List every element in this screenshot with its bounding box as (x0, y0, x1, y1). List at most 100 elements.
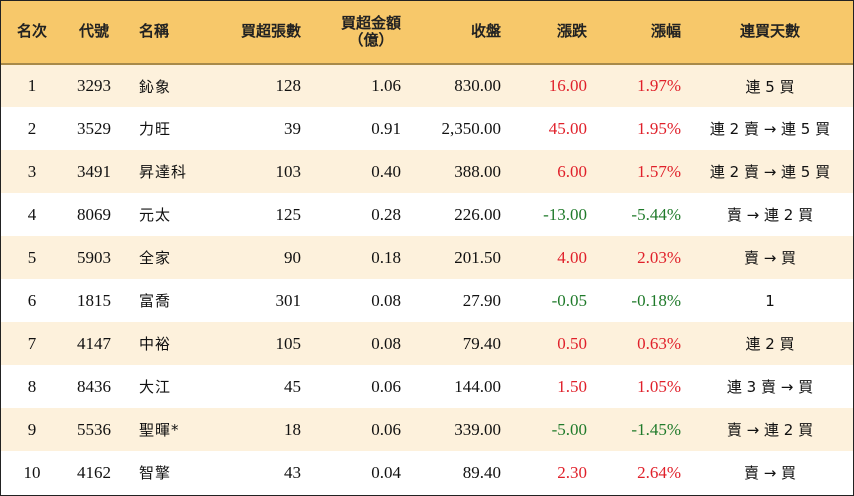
table-row: 7 4147 中裕 105 0.08 79.40 0.50 0.63% 連 2 買 (1, 322, 853, 365)
rank-cell: 3 (27, 161, 37, 181)
net-buy-amount-cell: 0.08 (371, 290, 401, 310)
code-cell: 8436 (77, 376, 111, 396)
header-net-buy-amount-line1: 買超金額 (340, 13, 401, 32)
net-buy-amount-cell: 0.06 (371, 376, 401, 396)
rank-cell: 1 (27, 76, 37, 95)
name-cell: 中裕 (139, 335, 172, 353)
change-cell: 1.50 (557, 376, 587, 396)
name-cell: 全家 (139, 249, 172, 267)
consecutive-days-cell: 賣 → 連 2 買 (726, 421, 814, 439)
header-change-label: 漲跌 (556, 22, 587, 41)
change-pct-cell: 1.05% (637, 376, 681, 396)
name-cell: 鈊象 (139, 77, 172, 96)
header-name: 名稱 (125, 1, 211, 65)
code-cell: 3293 (77, 76, 111, 95)
change-pct-cell: -0.18% (631, 290, 681, 310)
net-buy-amount-cell: 0.18 (371, 247, 401, 267)
net-buy-amount-cell: 0.40 (371, 161, 401, 181)
table-row: 10 4162 智擎 43 0.04 89.40 2.30 2.64% 賣 → 買 (1, 451, 853, 494)
consecutive-days-cell: 連 3 賣 → 買 (726, 378, 814, 396)
header-change-pct: 漲幅 (595, 1, 687, 65)
header-rank: 名次 (1, 1, 63, 65)
change-pct-cell: 0.63% (637, 333, 681, 353)
code-cell: 3529 (77, 118, 111, 138)
change-cell: 16.00 (548, 76, 587, 95)
name-cell: 富喬 (139, 292, 172, 310)
change-cell: 45.00 (548, 118, 587, 138)
code-cell: 5536 (77, 419, 111, 439)
header-change-pct-label: 漲幅 (650, 22, 681, 41)
consecutive-days-cell: 1 (765, 291, 775, 310)
close-cell: 144.00 (454, 376, 501, 396)
change-cell: 2.30 (557, 462, 587, 482)
table-row: 5 5903 全家 90 0.18 201.50 4.00 2.03% 賣 → 買 (1, 236, 853, 279)
close-cell: 201.50 (454, 247, 501, 267)
close-cell: 79.40 (462, 333, 501, 353)
name-cell: 昇達科 (139, 163, 188, 181)
name-cell: 力旺 (139, 120, 172, 138)
rank-cell: 6 (27, 290, 37, 310)
header-net-buy-amount: 買超金額 （億） (307, 1, 411, 65)
net-buy-lots-cell: 45 (284, 376, 301, 396)
change-cell: 6.00 (557, 161, 587, 181)
net-buy-lots-cell: 128 (275, 76, 302, 95)
change-cell: -5.00 (551, 419, 587, 439)
change-cell: 0.50 (557, 333, 587, 353)
net-buy-amount-cell: 0.08 (371, 333, 401, 353)
change-pct-cell: -5.44% (631, 204, 681, 224)
table-row: 8 8436 大江 45 0.06 144.00 1.50 1.05% 連 3 賣 → 買 (1, 365, 853, 408)
rank-cell: 10 (23, 462, 41, 482)
table-body: 1 3293 鈊象 128 1.06 830.00 16.00 1.97% 連 5 買 2 3529… (1, 64, 853, 494)
net-buy-lots-cell: 125 (275, 204, 302, 224)
rank-cell: 5 (27, 247, 37, 267)
net-buy-lots-cell: 39 (284, 118, 301, 138)
consecutive-days-cell: 連 2 買 (745, 335, 795, 353)
net-buy-lots-cell: 43 (284, 462, 301, 482)
consecutive-days-cell: 連 2 賣 → 連 5 買 (709, 163, 831, 181)
table-row: 2 3529 力旺 39 0.91 2,350.00 45.00 1.95% 連 2 賣 → 連… (1, 107, 853, 150)
change-pct-cell: 1.95% (637, 118, 681, 138)
table-row: 3 3491 昇達科 103 0.40 388.00 6.00 1.57% 連 2 賣 → 連 … (1, 150, 853, 193)
rank-cell: 9 (27, 419, 37, 439)
net-buy-lots-cell: 301 (275, 290, 302, 310)
name-cell: 聖暉* (139, 421, 180, 439)
table-row: 4 8069 元太 125 0.28 226.00 -13.00 -5.44% 賣 → 連 2 … (1, 193, 853, 236)
change-cell: 4.00 (557, 247, 587, 267)
close-cell: 388.00 (454, 161, 501, 181)
header-name-label: 名稱 (139, 22, 170, 41)
header-net-buy-lots-label: 買超張數 (240, 22, 301, 41)
net-buy-lots-cell: 105 (275, 333, 302, 353)
close-cell: 339.00 (454, 419, 501, 439)
net-buy-amount-cell: 0.91 (371, 118, 401, 138)
table-row: 6 1815 富喬 301 0.08 27.90 -0.05 -0.18% 1 (1, 279, 853, 322)
consecutive-days-cell: 賣 → 買 (743, 464, 797, 482)
net-buy-lots-cell: 90 (284, 247, 301, 267)
code-cell: 5903 (77, 247, 111, 267)
consecutive-days-cell: 賣 → 連 2 買 (726, 206, 814, 224)
header-code: 代號 (63, 1, 125, 65)
change-pct-cell: 2.64% (637, 462, 681, 482)
table-row: 1 3293 鈊象 128 1.06 830.00 16.00 1.97% 連 5 買 (1, 64, 853, 107)
header-change: 漲跌 (505, 1, 595, 65)
header-net-buy-lots: 買超張數 (211, 1, 307, 65)
name-cell: 大江 (139, 378, 172, 396)
net-buy-amount-cell: 0.04 (371, 462, 401, 482)
close-cell: 89.40 (462, 462, 501, 482)
change-pct-cell: 1.97% (637, 76, 681, 95)
table-row: 9 5536 聖暉* 18 0.06 339.00 -5.00 -1.45% 賣 → 連 2 買 (1, 408, 853, 451)
close-cell: 226.00 (454, 204, 501, 224)
close-cell: 2,350.00 (441, 118, 502, 138)
code-cell: 1815 (77, 290, 111, 310)
change-pct-cell: 2.03% (637, 247, 681, 267)
net-buy-amount-cell: 1.06 (371, 76, 401, 95)
close-cell: 27.90 (462, 290, 501, 310)
close-cell: 830.00 (454, 76, 501, 95)
code-cell: 4162 (77, 462, 111, 482)
consecutive-days-cell: 賣 → 買 (743, 249, 797, 267)
code-cell: 3491 (77, 161, 111, 181)
header-consecutive-days: 連買天數 (687, 1, 853, 65)
net-buy-amount-cell: 0.28 (371, 204, 401, 224)
code-cell: 4147 (77, 333, 111, 353)
